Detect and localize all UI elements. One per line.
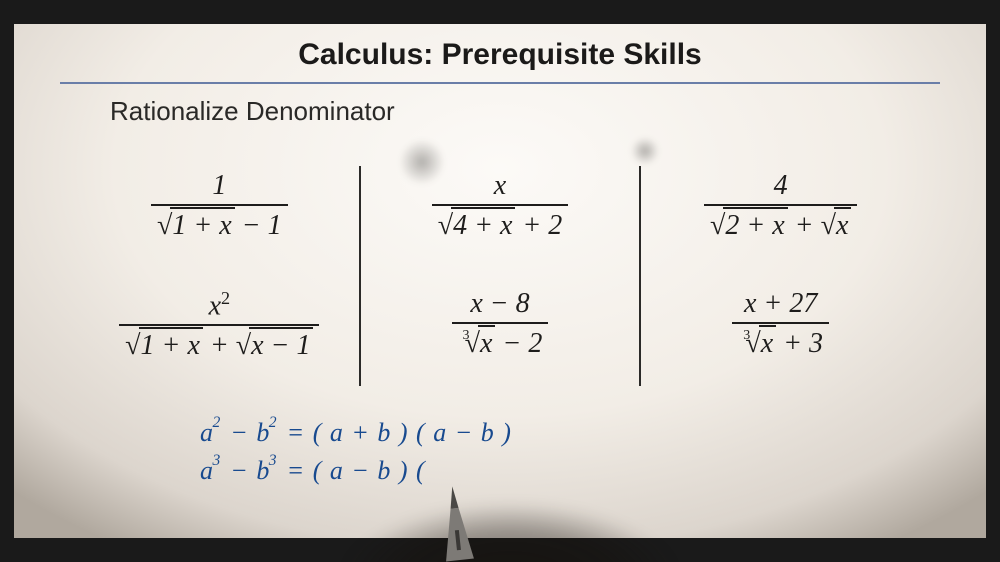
problem-2-3: x + 27 3√x + 3 bbox=[732, 288, 829, 360]
problem-1-1: 1 √1 + x − 1 bbox=[151, 170, 288, 242]
column-1: 1 √1 + x − 1 x2 √1 + x + √x − 1 bbox=[80, 160, 359, 410]
problem-2-2: x − 8 3√x − 2 bbox=[452, 288, 549, 360]
numerator: 4 bbox=[768, 170, 794, 204]
denominator: 3√x + 3 bbox=[732, 324, 829, 360]
column-2: x √4 + x + 2 x − 8 3√x − 2 bbox=[361, 160, 640, 410]
problem-1-3: 4 √2 + x + √x bbox=[704, 170, 857, 242]
title-underline bbox=[60, 82, 940, 84]
pen-icon bbox=[400, 442, 520, 562]
denominator: 3√x − 2 bbox=[452, 324, 549, 360]
denominator: √1 + x − 1 bbox=[151, 206, 288, 242]
problem-2-1: x2 √1 + x + √x − 1 bbox=[119, 288, 319, 362]
denominator: √1 + x + √x − 1 bbox=[119, 326, 319, 362]
column-3: 4 √2 + x + √x x + 27 3√x + 3 bbox=[641, 160, 920, 410]
numerator: x − 8 bbox=[464, 288, 535, 322]
denominator: √2 + x + √x bbox=[704, 206, 857, 242]
denominator: √4 + x + 2 bbox=[432, 206, 569, 242]
problems-grid: 1 √1 + x − 1 x2 √1 + x + √x − 1 x bbox=[80, 160, 920, 410]
worksheet-page: Calculus: Prerequisite Skills Rationaliz… bbox=[0, 0, 1000, 562]
letterbox-left bbox=[0, 0, 14, 562]
section-subtitle: Rationalize Denominator bbox=[110, 96, 395, 127]
letterbox-right bbox=[986, 0, 1000, 562]
letterbox-top bbox=[0, 0, 1000, 24]
numerator: 1 bbox=[206, 170, 232, 204]
numerator: x bbox=[488, 170, 512, 204]
numerator: x2 bbox=[203, 288, 237, 324]
numerator: x + 27 bbox=[738, 288, 823, 322]
problem-1-2: x √4 + x + 2 bbox=[432, 170, 569, 242]
page-title: Calculus: Prerequisite Skills bbox=[0, 38, 1000, 72]
